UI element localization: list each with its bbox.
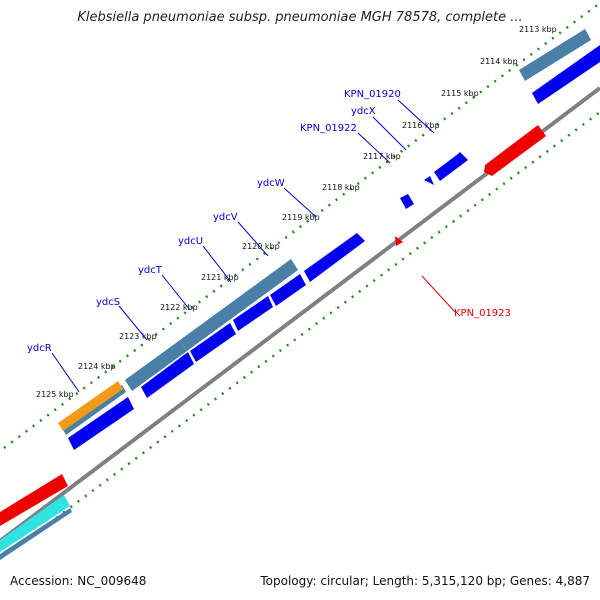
kbp-tick-label: 2116 kbp (402, 121, 440, 130)
forward-cds-arrow[interactable] (532, 45, 600, 104)
kbp-tick-label: 2119 kbp (282, 213, 320, 222)
reverse-cds-arrow[interactable] (484, 125, 546, 176)
gene-label-kpn-01920[interactable]: KPN_01920 (344, 89, 401, 100)
forward-cds-arrow[interactable] (233, 296, 273, 331)
gene-label-ydcw[interactable]: ydcW (257, 178, 285, 189)
label-leader-line (161, 274, 191, 311)
gene-label-ydcu[interactable]: ydcU (178, 236, 203, 247)
kbp-tick-label: 2125 kbp (36, 390, 74, 399)
label-leader-line (372, 116, 407, 151)
forward-cds-arrow[interactable] (434, 152, 468, 181)
gene-label-kpn-01922[interactable]: KPN_01922 (300, 123, 357, 134)
kbp-tick-label: 2113 kbp (519, 25, 557, 34)
reverse-cds-arrow[interactable] (0, 474, 68, 526)
reverse-cds-arrow[interactable] (395, 236, 403, 246)
kbp-tick-label: 2114 kbp (480, 57, 518, 66)
forward-cds-arrow[interactable] (304, 233, 365, 282)
kbp-tick-label: 2123 kbp (119, 332, 157, 341)
kbp-tick-label: 2117 kbp (363, 152, 401, 161)
accession-label: Accession: NC_009648 (10, 574, 147, 588)
label-leader-line (357, 132, 391, 164)
blast-hit-bar[interactable] (519, 29, 591, 81)
gene-label-ydcs[interactable]: ydcS (96, 297, 120, 308)
forward-cds-arrow[interactable] (68, 397, 134, 450)
forward-cds-arrow[interactable] (270, 274, 306, 306)
forward-cds-arrow[interactable] (400, 194, 414, 209)
kbp-tick-label: 2118 kbp (322, 183, 360, 192)
kbp-tick-label: 2124 kbp (78, 362, 116, 371)
label-leader-line (397, 99, 435, 134)
gene-label-ydcr[interactable]: ydcR (27, 343, 52, 354)
kbp-tick-label: 2120 kbp (242, 242, 280, 251)
gene-label-ydcv[interactable]: ydcV (213, 212, 238, 223)
genome-summary-label: Topology: circular; Length: 5,315,120 bp… (260, 574, 590, 588)
label-leader-line (421, 275, 456, 313)
blast-hit-bar[interactable] (125, 340, 187, 391)
gene-label-kpn-01923[interactable]: KPN_01923 (454, 308, 511, 319)
label-leader-line (51, 352, 80, 393)
kbp-tick-label: 2115 kbp (441, 89, 479, 98)
kbp-tick-label: 2122 kbp (160, 303, 198, 312)
outer-tick-track (3, 1, 600, 450)
blast-hit-bar[interactable] (180, 259, 298, 351)
label-leader-line (202, 245, 232, 283)
label-leader-line (118, 305, 148, 341)
forward-cds-arrow[interactable] (424, 176, 434, 185)
label-leader-line (237, 221, 269, 257)
cyan-feature-bar[interactable] (0, 495, 70, 552)
forward-cds-arrow[interactable] (190, 323, 236, 362)
inner-tick-track (19, 110, 600, 547)
gene-label-ydct[interactable]: ydcT (138, 265, 163, 276)
cyan-feature-bar[interactable] (0, 508, 72, 560)
label-leader-line (283, 187, 316, 217)
orange-feature-bar[interactable] (58, 381, 123, 431)
kbp-tick-label: 2121 kbp (201, 273, 239, 282)
gene-label-ydcx[interactable]: ydcX (351, 106, 376, 117)
forward-cds-arrow[interactable] (141, 352, 194, 398)
map-title: Klebsiella pneumoniae subsp. pneumoniae … (77, 10, 523, 25)
